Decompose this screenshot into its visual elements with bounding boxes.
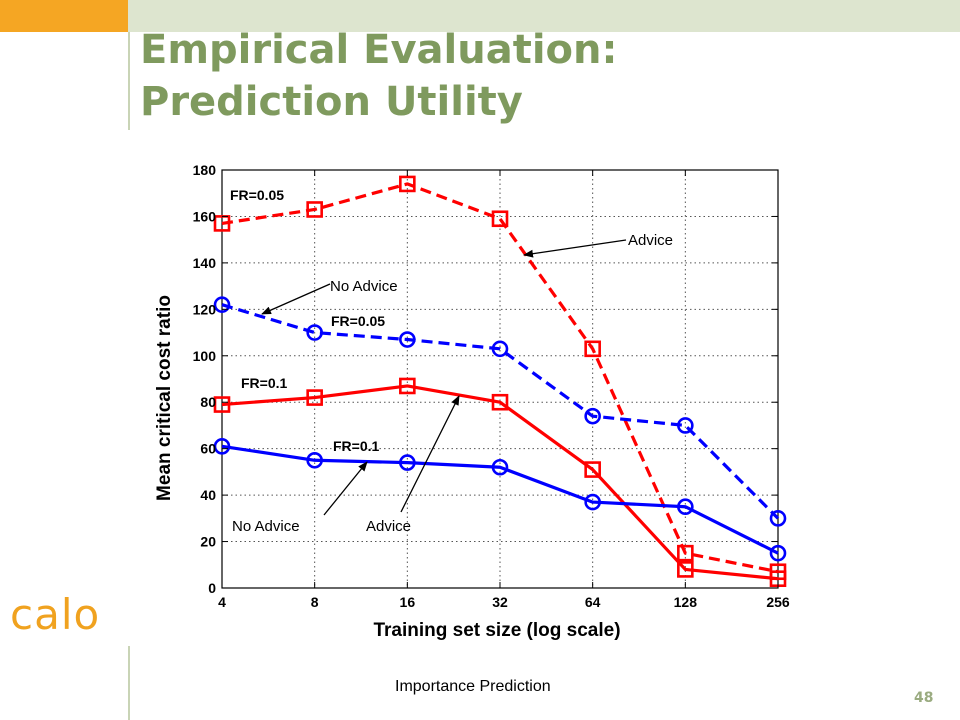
y-tick-label: 180 [193,162,217,178]
x-tick-label: 16 [400,594,416,610]
y-tick-label: 100 [193,348,217,364]
slide-title-line-1: Empirical Evaluation: [140,27,618,73]
data-point [491,340,509,358]
data-point [306,201,323,218]
annotation-advice-bottom: Advice [366,518,411,535]
data-point [491,458,509,476]
y-tick-label: 140 [193,255,217,271]
data-point [399,377,416,395]
y-tick-label: 120 [193,301,217,317]
annotation-fr01-red: FR=0.1 [241,375,288,391]
line-chart: 0 20 40 60 80 100 120 140 160 180 4 8 16 32 64 128 256 F… [154,162,790,641]
annotation-fr005-red: FR=0.05 [230,187,284,203]
divider-line-bottom [128,646,130,720]
data-point [677,544,694,562]
data-point [213,438,231,455]
x-tick-label: 256 [766,594,790,610]
data-point [769,544,787,562]
series-line [221,444,779,555]
accent-bar [0,0,128,32]
annotation-fr005-blue: FR=0.05 [331,313,385,329]
series-line [221,182,779,574]
data-point [584,340,601,358]
data-point [677,417,694,434]
data-point [306,324,323,341]
data-point [677,561,694,578]
y-tick-label: 0 [208,580,216,596]
no-advice-bottom-arrow [323,461,368,516]
slide-title: Empirical Evaluation: Prediction Utility [140,24,617,128]
calo-logo: calo [10,590,101,639]
data-point [399,454,416,471]
x-tick-label: 128 [674,594,698,610]
x-tick-label: 32 [492,594,508,610]
slide-title-line-2: Prediction Utility [140,79,523,125]
y-axis-label: Mean critical cost ratio [154,295,175,501]
y-tick-label: 80 [200,394,216,410]
series-line [221,384,779,581]
data-point [491,210,509,228]
annotation-fr01-blue: FR=0.1 [333,438,380,454]
series-3 [213,438,787,562]
data-point [769,510,787,527]
data-point [584,407,601,425]
data-point [213,396,231,413]
y-tick-label: 160 [193,208,217,224]
series-line [221,303,780,520]
footer-text: Importance Prediction [395,678,551,695]
header-band [128,0,960,32]
x-tick-label: 4 [218,594,226,610]
data-point [399,175,416,193]
data-point [584,493,601,511]
x-tick-label: 8 [311,594,319,610]
advice-bottom-arrow [400,395,460,513]
data-point [213,296,231,313]
annotation-advice-top: Advice [628,232,673,249]
x-tick-label: 64 [585,594,601,610]
annotation-no-advice-bottom: No Advice [232,518,300,535]
divider-line-top [128,32,130,130]
y-tick-label: 40 [200,487,216,503]
advice-top-arrow [523,239,627,258]
data-point [399,331,416,348]
data-point [584,461,601,478]
series-2 [213,377,787,588]
series-1 [213,296,787,527]
page-number: 48 [914,690,934,706]
plot-area [221,169,779,589]
annotation-no-advice-top: No Advice [330,278,398,295]
data-point [306,451,323,469]
y-tick-label: 20 [200,534,216,550]
data-point [677,498,694,516]
data-point [491,393,509,411]
y-tick-label: 60 [200,441,216,457]
x-axis-label: Training set size (log scale) [373,620,620,641]
data-point [306,389,323,406]
no-advice-top-arrow [261,283,331,315]
